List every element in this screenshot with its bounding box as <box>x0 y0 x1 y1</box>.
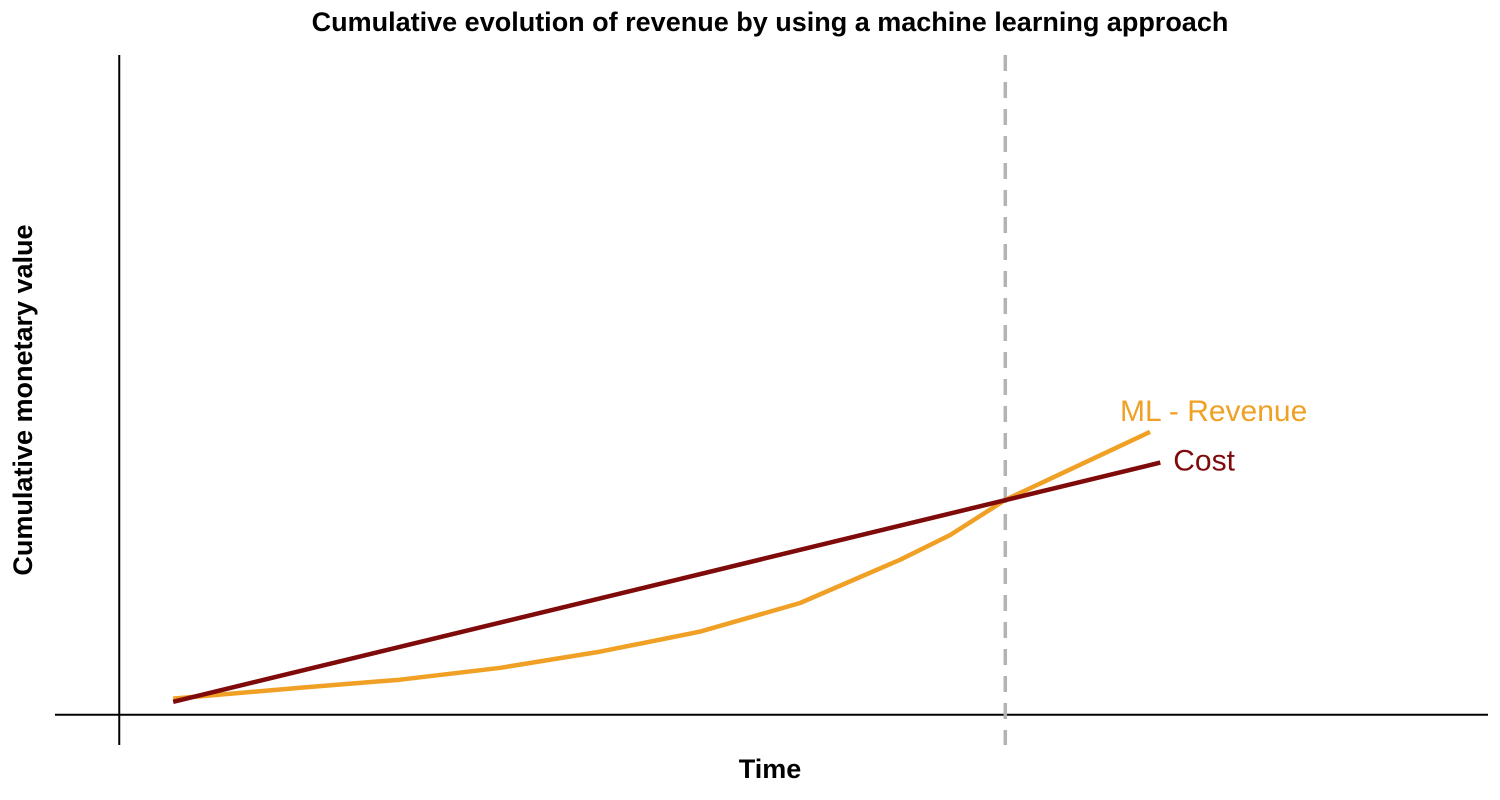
series-line <box>173 429 1151 701</box>
chart-title: Cumulative evolution of revenue by using… <box>312 7 1229 37</box>
series-label: Cost <box>1173 445 1235 478</box>
series-line <box>172 460 1161 704</box>
series-label: ML - Revenue <box>1120 395 1307 428</box>
x-axis-label: Time <box>739 754 802 784</box>
y-axis-label: Cumulative monetary value <box>8 224 38 575</box>
